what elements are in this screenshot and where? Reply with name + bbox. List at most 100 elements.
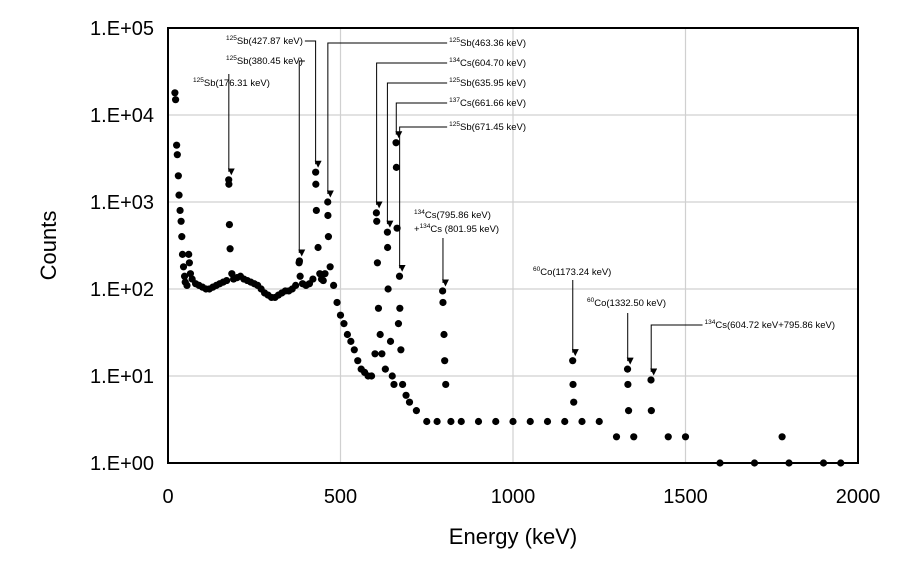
x-tick-label: 1500 bbox=[663, 486, 708, 508]
data-point bbox=[392, 163, 400, 171]
peak-annotation: 125Sb(463.36 keV) bbox=[326, 37, 526, 198]
data-point bbox=[612, 433, 621, 441]
data-point bbox=[837, 459, 845, 467]
data-point bbox=[819, 459, 828, 467]
data-point bbox=[412, 407, 420, 415]
data-point bbox=[178, 233, 186, 241]
data-point bbox=[439, 287, 447, 295]
data-point bbox=[509, 417, 517, 426]
peak-annotation: 125Sb(635.95 keV) bbox=[386, 77, 526, 228]
data-point bbox=[526, 417, 534, 426]
annotation-label: 125Sb(671.45 keV) bbox=[449, 121, 526, 133]
data-point bbox=[324, 198, 332, 206]
data-point bbox=[578, 417, 586, 426]
annotation-label: 60Co(1173.24 keV) bbox=[533, 266, 611, 278]
data-point bbox=[402, 391, 410, 399]
data-point bbox=[225, 220, 234, 229]
data-point bbox=[336, 311, 345, 319]
data-point bbox=[333, 298, 341, 307]
data-point bbox=[681, 433, 690, 441]
annotation-arrow bbox=[298, 60, 306, 257]
peak-annotation: 125Sb(380.45 keV) bbox=[226, 55, 306, 257]
annotation-label: 134Cs(795.86 keV) bbox=[414, 209, 491, 221]
data-point bbox=[171, 89, 179, 97]
annotation-arrow bbox=[375, 62, 448, 209]
data-point bbox=[367, 372, 376, 380]
data-point bbox=[324, 211, 332, 220]
annotation-label: 60Co(1332.50 keV) bbox=[587, 297, 666, 309]
data-point bbox=[179, 263, 188, 271]
data-point bbox=[647, 407, 655, 415]
x-tick-label: 1000 bbox=[491, 486, 536, 508]
peak-annotation: 60Co(1173.24 keV) bbox=[533, 266, 611, 357]
data-point bbox=[183, 281, 191, 289]
peak-annotation: 137Cs(661.66 keV) bbox=[395, 97, 526, 139]
data-point bbox=[381, 365, 389, 373]
data-point bbox=[474, 417, 483, 426]
annotation-label: 125Sb(427.87 keV) bbox=[226, 35, 303, 47]
data-point bbox=[393, 224, 401, 232]
data-point bbox=[630, 433, 638, 441]
data-point bbox=[326, 263, 334, 271]
data-point bbox=[295, 257, 304, 265]
peak-annotation: 60Co(1332.50 keV) bbox=[587, 297, 666, 365]
data-point bbox=[570, 398, 578, 406]
annotation-label: 125Sb(463.36 keV) bbox=[449, 37, 526, 49]
data-point bbox=[561, 417, 569, 426]
data-point bbox=[347, 337, 355, 345]
data-point bbox=[312, 168, 320, 176]
data-point bbox=[228, 270, 236, 278]
annotation-label: 134Cs(604.70 keV) bbox=[449, 57, 526, 69]
data-point bbox=[176, 206, 184, 215]
data-point bbox=[390, 380, 398, 389]
annotation-label: +134Cs (801.95 keV) bbox=[414, 223, 499, 235]
data-point bbox=[185, 259, 193, 267]
data-point bbox=[319, 276, 327, 285]
x-tick-label: 500 bbox=[324, 486, 357, 508]
annotation-label: 137Cs(661.66 keV) bbox=[449, 97, 526, 109]
data-point bbox=[433, 417, 441, 426]
data-point bbox=[383, 243, 392, 252]
data-point bbox=[664, 433, 672, 441]
data-point bbox=[386, 337, 395, 345]
data-point bbox=[423, 417, 431, 426]
data-point bbox=[173, 151, 181, 159]
axis-ticks: 0 500 1000 1500 2000 1.E+00 1.E+01 1.E+02 1.E+03… bbox=[90, 18, 880, 508]
data-point bbox=[440, 330, 448, 339]
annotation-arrow bbox=[326, 42, 448, 198]
peak-annotations: 125Sb(176.31 keV) 125Sb(380.45 keV) 125Sb(… bbox=[193, 35, 835, 376]
data-point bbox=[180, 272, 189, 280]
y-tick-label: 1.E+00 bbox=[90, 453, 154, 475]
data-point bbox=[321, 270, 329, 278]
data-point bbox=[371, 350, 379, 358]
data-point bbox=[309, 275, 317, 283]
data-point bbox=[595, 417, 603, 426]
data-point bbox=[395, 272, 404, 280]
data-point bbox=[312, 206, 320, 215]
data-point bbox=[569, 380, 577, 389]
data-point bbox=[397, 346, 405, 354]
y-tick-label: 1.E+02 bbox=[90, 279, 154, 301]
x-tick-label: 2000 bbox=[836, 486, 881, 508]
data-point bbox=[372, 209, 380, 217]
annotation-label: 125Sb(635.95 keV) bbox=[449, 77, 526, 89]
data-points bbox=[171, 89, 845, 467]
data-point bbox=[392, 139, 400, 147]
annotation-label: 134Cs(604.72 keV+795.86 keV) bbox=[705, 319, 835, 331]
data-point bbox=[354, 357, 362, 365]
annotation-arrow bbox=[386, 82, 448, 228]
data-point bbox=[399, 380, 407, 389]
y-tick-label: 1.E+05 bbox=[90, 18, 154, 40]
y-tick-label: 1.E+04 bbox=[90, 105, 154, 127]
data-point bbox=[316, 270, 324, 278]
data-point bbox=[373, 259, 382, 267]
data-point bbox=[543, 417, 552, 426]
data-point bbox=[439, 298, 447, 307]
annotation-label: 125Sb(380.45 keV) bbox=[226, 55, 303, 67]
y-tick-label: 1.E+03 bbox=[90, 192, 154, 214]
annotation-arrow bbox=[398, 126, 448, 272]
data-point bbox=[186, 270, 195, 278]
data-point bbox=[175, 191, 183, 199]
data-point bbox=[174, 172, 182, 180]
